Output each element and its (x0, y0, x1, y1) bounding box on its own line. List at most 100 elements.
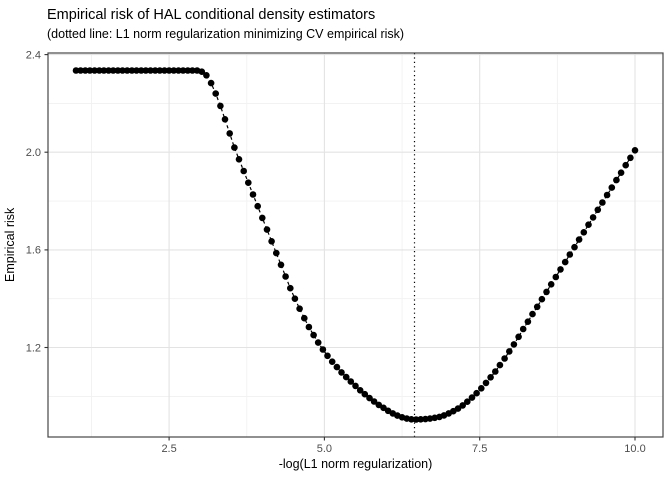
data-point (254, 202, 261, 210)
data-point (165, 67, 173, 74)
data-point (310, 331, 317, 339)
data-point (259, 214, 266, 222)
y-tick-label: 1.2 (26, 342, 41, 354)
data-point (594, 206, 602, 214)
data-point (245, 179, 252, 186)
data-point (189, 67, 196, 74)
data-point (273, 249, 280, 257)
data-point (305, 323, 313, 331)
data-point (161, 67, 168, 74)
data-point (86, 67, 94, 74)
data-point (100, 67, 108, 74)
data-point (496, 361, 504, 369)
data-point (324, 352, 331, 360)
data-point (515, 333, 522, 341)
data-point (119, 67, 126, 74)
data-point (356, 387, 364, 394)
data-point (249, 191, 257, 198)
data-point (268, 238, 275, 245)
data-point (231, 144, 238, 151)
data-point (566, 251, 574, 258)
data-point (338, 369, 345, 376)
data-point (366, 394, 373, 402)
data-point (347, 378, 355, 385)
data-point (533, 303, 541, 311)
data-point (72, 67, 80, 74)
data-point (333, 363, 341, 371)
data-point (585, 221, 592, 228)
data-point (328, 358, 336, 366)
data-point (301, 314, 308, 322)
data-point (91, 67, 98, 74)
y-tick-label: 1.6 (26, 245, 41, 257)
x-tick-label: 10.0 (624, 443, 645, 455)
data-point (492, 368, 499, 375)
data-point (506, 348, 513, 355)
x-tick-label: 5.0 (317, 443, 332, 455)
data-point (282, 273, 289, 280)
data-point (352, 382, 359, 390)
data-point (128, 67, 136, 74)
data-point (114, 67, 122, 74)
data-point (291, 295, 299, 303)
panel-background (48, 53, 663, 437)
data-point (123, 67, 131, 74)
data-point (468, 394, 476, 401)
data-point (319, 346, 327, 353)
data-point (287, 284, 294, 292)
data-point (603, 191, 611, 199)
data-point (510, 341, 518, 348)
data-point (482, 379, 490, 387)
data-point (524, 318, 532, 326)
data-point (179, 67, 187, 74)
data-point (571, 243, 578, 251)
y-tick-label: 2.4 (26, 49, 41, 61)
x-tick-label: 2.5 (161, 443, 176, 455)
panel-border (47, 52, 664, 438)
data-point (96, 67, 103, 74)
data-point (207, 79, 215, 87)
data-point (608, 184, 616, 191)
data-point (221, 116, 229, 123)
data-point (184, 67, 192, 74)
data-point (538, 295, 546, 303)
data-point (487, 374, 494, 381)
data-point (361, 390, 369, 398)
y-axis-title: Empirical risk (3, 207, 17, 283)
data-point (417, 416, 425, 423)
data-point (277, 261, 285, 269)
data-point (137, 67, 145, 74)
plot-subtitle: (dotted line: L1 norm regularization min… (47, 27, 405, 41)
data-point (599, 199, 606, 206)
y-tick-label: 2.0 (26, 147, 41, 159)
data-point (478, 385, 485, 392)
data-point (109, 67, 117, 74)
data-point (529, 310, 536, 318)
data-point (561, 258, 569, 266)
data-point (580, 229, 588, 236)
data-point (543, 288, 550, 296)
data-point (296, 305, 303, 313)
data-point (263, 226, 271, 233)
data-point (82, 67, 89, 74)
data-point (105, 67, 112, 74)
data-point (408, 416, 415, 423)
data-point (198, 68, 206, 75)
data-point (342, 373, 350, 381)
data-point (454, 405, 462, 412)
data-point (459, 402, 467, 409)
data-point (175, 67, 182, 74)
data-point (142, 67, 150, 74)
x-axis-title: -log(L1 norm regularization) (278, 457, 433, 471)
data-point (631, 147, 639, 154)
data-point (589, 214, 597, 221)
data-point (547, 281, 555, 288)
x-tick-label: 7.5 (472, 443, 487, 455)
data-point (151, 67, 159, 74)
data-point (77, 67, 84, 74)
data-point (217, 102, 224, 110)
data-point (212, 90, 219, 97)
data-point (314, 339, 322, 346)
